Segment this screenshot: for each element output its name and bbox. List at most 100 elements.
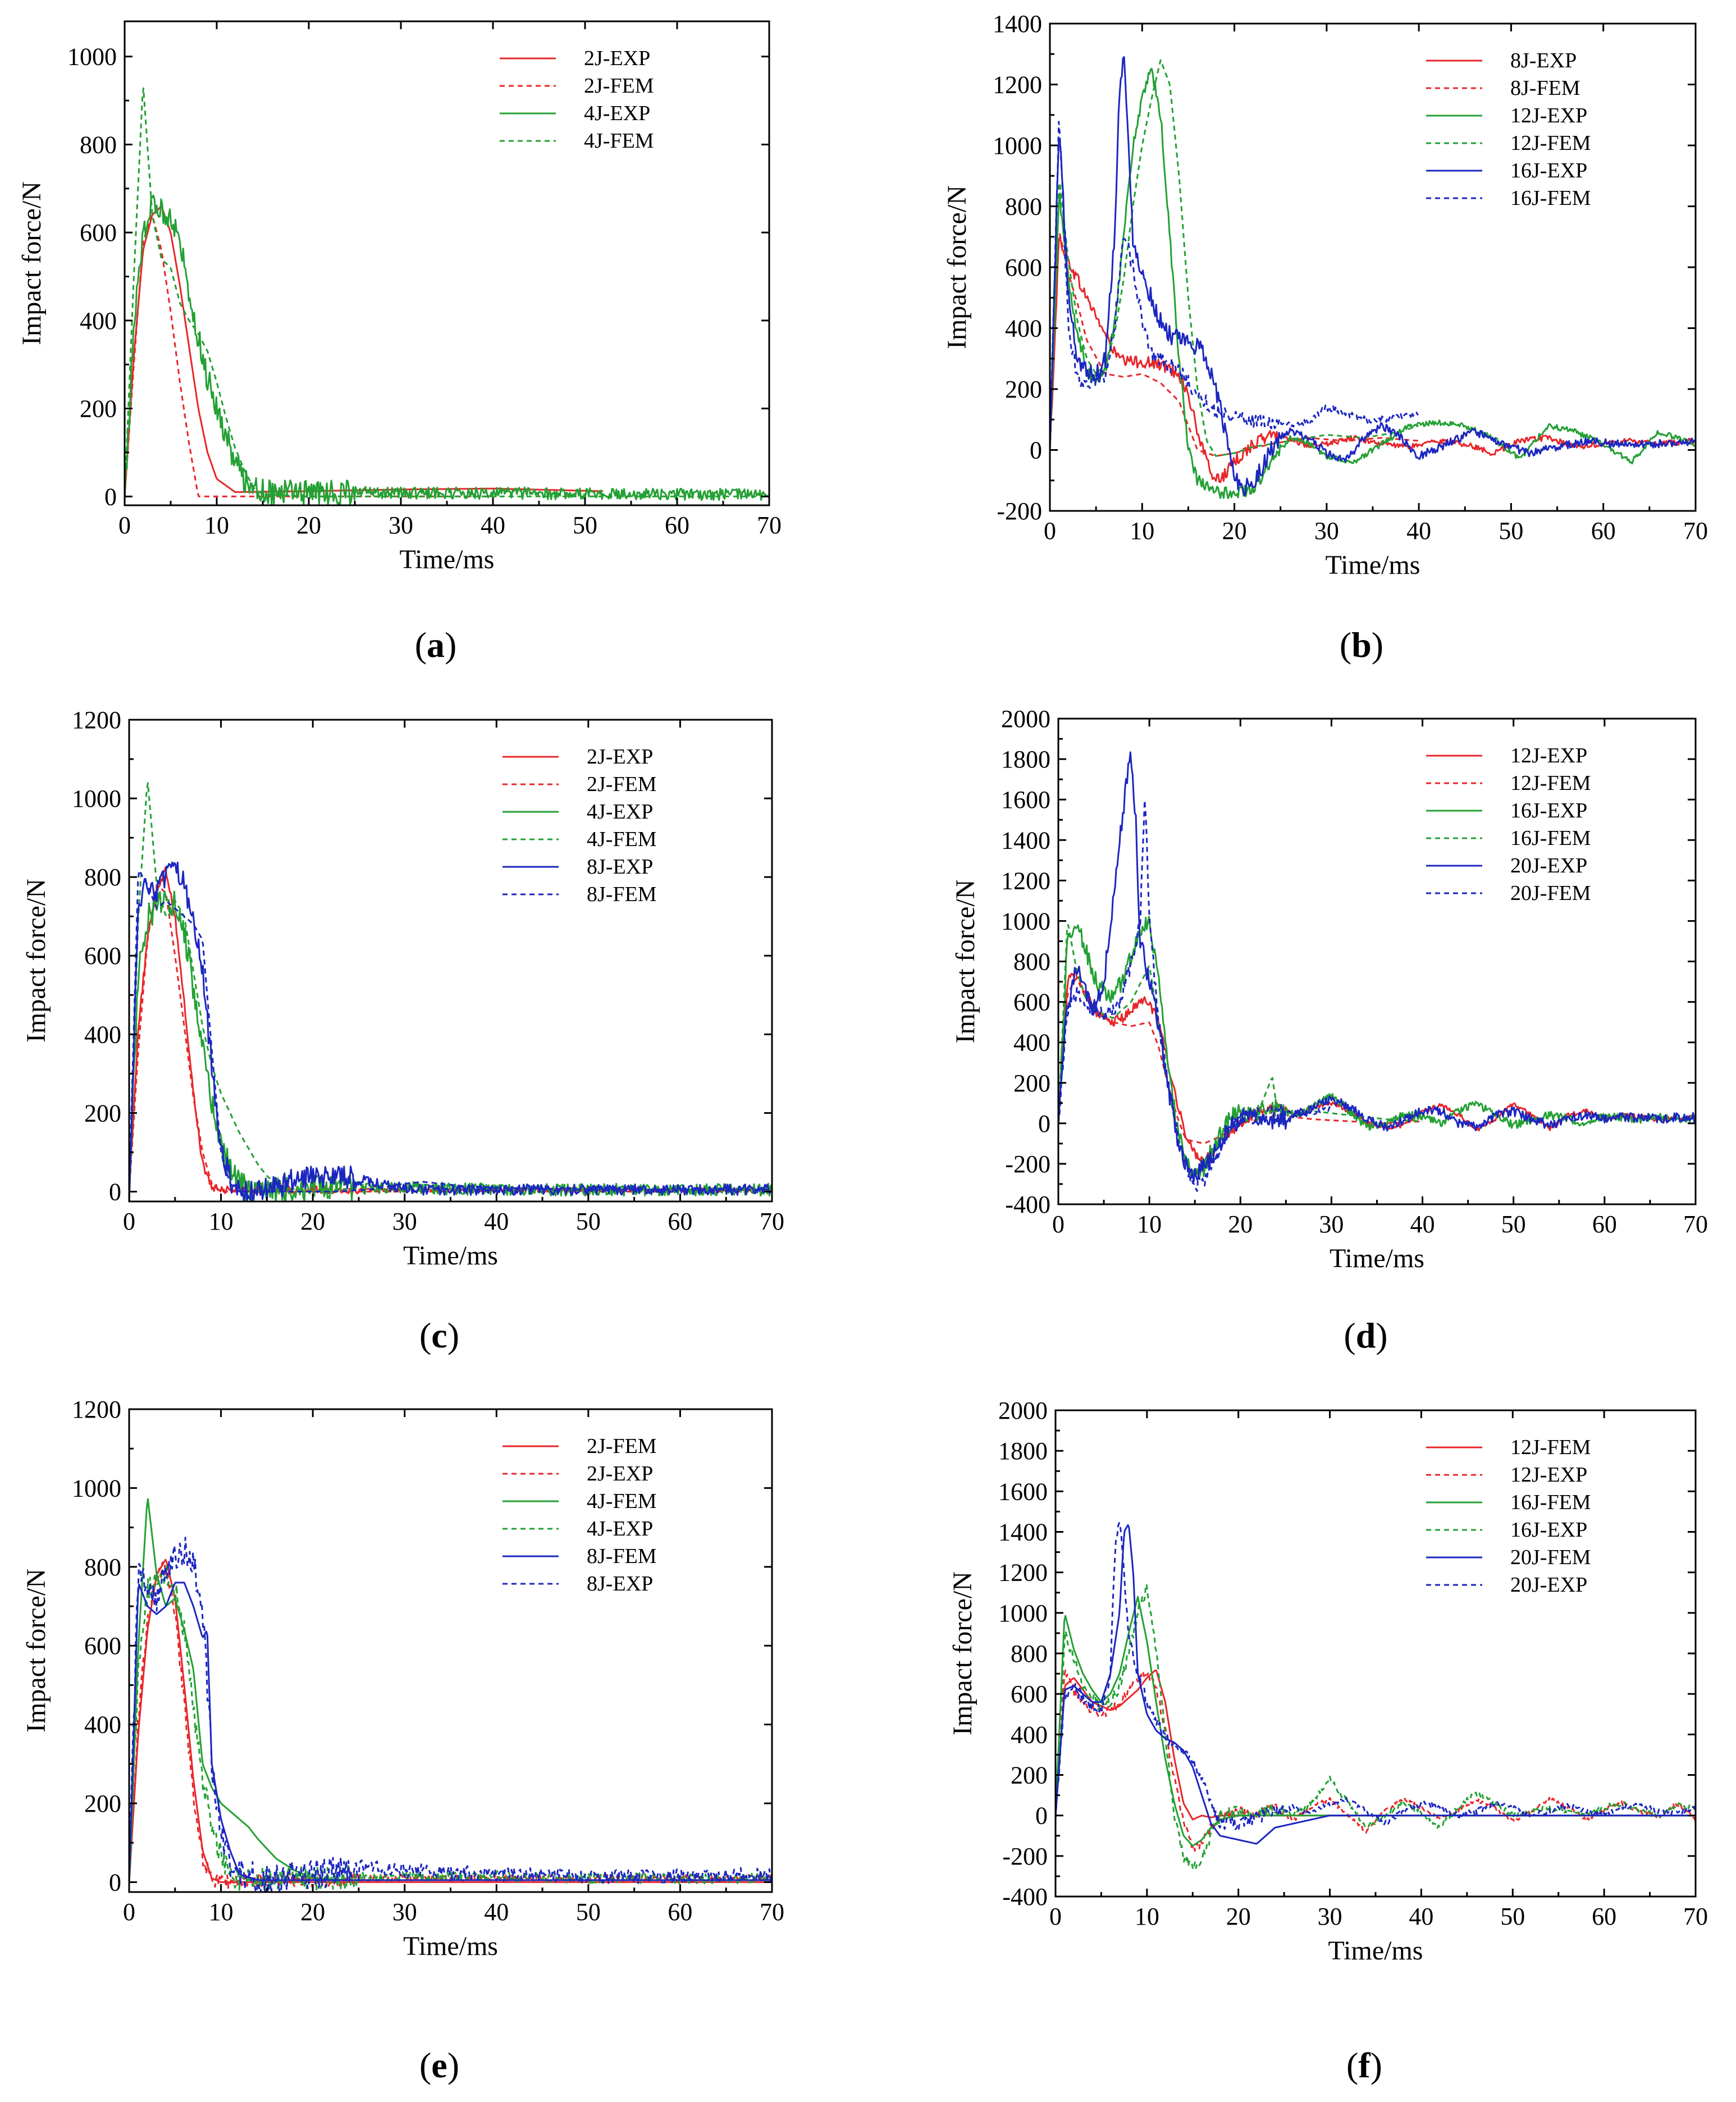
x-tick-label: 40	[481, 511, 505, 539]
y-tick-label: 600	[1011, 1680, 1048, 1708]
plot-frame	[128, 719, 773, 1203]
legend-label-4J-EXP: 4J-EXP	[587, 1517, 653, 1541]
panel-label-open: (	[419, 2045, 431, 2085]
panel-label: (f)	[1346, 2045, 1382, 2085]
series-group	[125, 87, 769, 505]
y-tick-label: 200	[1013, 1070, 1050, 1097]
x-tick-label: 60	[1592, 1210, 1617, 1238]
y-tick-label: 0	[1030, 437, 1042, 464]
legend-label-2J-FEM: 2J-FEM	[587, 1434, 657, 1458]
legend-label-2J-EXP: 2J-EXP	[587, 745, 653, 769]
y-tick-label: -200	[997, 497, 1042, 525]
x-tick-label: 60	[668, 1898, 692, 1926]
y-tick-label: 0	[1038, 1110, 1050, 1137]
y-axis-title: Impact force/N	[951, 880, 980, 1044]
x-tick-label: 50	[576, 1898, 601, 1926]
series-line-20J-FEM	[1056, 1524, 1696, 1845]
x-tick-label: 40	[1406, 517, 1431, 545]
panel-label-close: )	[1372, 625, 1383, 665]
panel-label-close: )	[1376, 1315, 1387, 1355]
y-axis-title: Impact force/N	[21, 879, 51, 1043]
series-line-4J-FEM	[129, 782, 772, 1192]
y-tick-label: 1200	[993, 71, 1042, 99]
y-tick-label: 400	[84, 1711, 121, 1739]
y-tick-label: 200	[84, 1790, 121, 1817]
x-tick-label: 20	[300, 1208, 325, 1235]
y-tick-label: 600	[1005, 254, 1042, 281]
series-line-8J-EXP	[129, 1537, 772, 1892]
y-tick-label: 400	[1005, 315, 1042, 342]
y-tick-label: 1200	[72, 706, 121, 734]
x-tick-label: 40	[484, 1208, 509, 1235]
panel-label-letter: e	[431, 2045, 447, 2085]
series-group	[129, 782, 772, 1201]
y-tick-label: 600	[80, 219, 117, 246]
y-tick-label: 0	[104, 483, 117, 510]
panel-label: (a)	[415, 625, 457, 665]
series-line-2J-FEM	[125, 214, 493, 497]
y-tick-label: 1000	[72, 1474, 121, 1502]
x-tick-label: 70	[760, 1208, 784, 1235]
y-tick-label: 400	[84, 1021, 121, 1048]
y-tick-label: 800	[1013, 948, 1050, 976]
x-axis-title: Time/ms	[403, 1931, 498, 1961]
series-line-16J-FEM	[1050, 121, 1419, 447]
plot-frame	[1057, 718, 1697, 1205]
legend-label-12J-EXP: 12J-EXP	[1510, 104, 1587, 127]
series-line-4J-EXP	[125, 194, 769, 505]
y-tick-label: 200	[1005, 376, 1042, 403]
legend-label-16J-FEM: 16J-FEM	[1510, 1491, 1591, 1514]
legend-label-2J-EXP: 2J-EXP	[587, 1462, 653, 1486]
legend-label-2J-EXP: 2J-EXP	[584, 47, 650, 70]
y-tick-label: 800	[84, 1553, 121, 1581]
x-tick-label: 0	[1052, 1210, 1065, 1238]
x-tick-label: 20	[1226, 1903, 1251, 1930]
legend-label-20J-EXP: 20J-EXP	[1510, 1573, 1587, 1597]
y-tick-label: 800	[80, 131, 117, 158]
plot-frame	[128, 1408, 773, 1893]
legend-label-4J-FEM: 4J-FEM	[584, 129, 654, 153]
x-tick-label: 30	[1319, 1210, 1344, 1238]
legend-label-20J-FEM: 20J-FEM	[1510, 881, 1591, 905]
series-line-2J-FEM	[129, 884, 772, 1192]
x-tick-label: 30	[389, 511, 413, 539]
x-tick-label: 0	[1049, 1903, 1062, 1930]
series-line-8J-EXP	[129, 861, 772, 1201]
x-tick-label: 10	[1135, 1903, 1159, 1930]
x-axis-title: Time/ms	[1328, 1936, 1423, 1966]
y-tick-label: -400	[1002, 1883, 1048, 1911]
x-tick-label: 10	[209, 1898, 234, 1926]
x-tick-label: 70	[1683, 1210, 1708, 1238]
legend-label-20J-EXP: 20J-EXP	[1510, 854, 1587, 878]
y-tick-label: 1000	[67, 43, 117, 71]
y-tick-label: 1800	[998, 1437, 1048, 1465]
y-tick-label: 1400	[998, 1519, 1048, 1546]
x-tick-label: 20	[1228, 1210, 1253, 1238]
y-tick-label: -200	[1005, 1150, 1050, 1178]
y-axis-title: Impact force/N	[948, 1571, 977, 1735]
y-tick-label: 1200	[72, 1396, 121, 1423]
y-axis-title: Impact force/N	[942, 185, 972, 349]
y-tick-label: 2000	[1001, 705, 1050, 733]
plot-frame	[124, 20, 770, 506]
x-tick-label: 60	[1592, 1903, 1616, 1930]
y-tick-label: 1200	[1001, 867, 1050, 894]
panel-label: (b)	[1340, 625, 1383, 665]
x-tick-label: 20	[300, 1898, 325, 1926]
legend-label-16J-EXP: 16J-EXP	[1510, 159, 1587, 182]
x-axis-title: Time/ms	[400, 545, 495, 574]
legend-label-8J-FEM: 8J-FEM	[587, 883, 657, 906]
series-line-12J-EXP	[1050, 67, 1696, 500]
x-tick-label: 50	[576, 1208, 601, 1235]
x-tick-label: 60	[1591, 517, 1616, 545]
chart-panel-d: 0 10 20 30 40 50 60 70 -400 -200 0 200 400 600 800 1000…	[951, 705, 1708, 1355]
panel-label-letter: a	[427, 625, 445, 665]
x-axis-title: Time/ms	[403, 1241, 498, 1271]
x-tick-label: 0	[1044, 517, 1056, 545]
y-tick-label: 600	[84, 1632, 121, 1660]
y-tick-label: 2000	[998, 1397, 1048, 1424]
series-line-2J-EXP	[125, 205, 604, 497]
panel-label: (d)	[1344, 1315, 1387, 1355]
x-tick-label: 60	[665, 511, 689, 539]
x-tick-label: 50	[1500, 1903, 1525, 1930]
